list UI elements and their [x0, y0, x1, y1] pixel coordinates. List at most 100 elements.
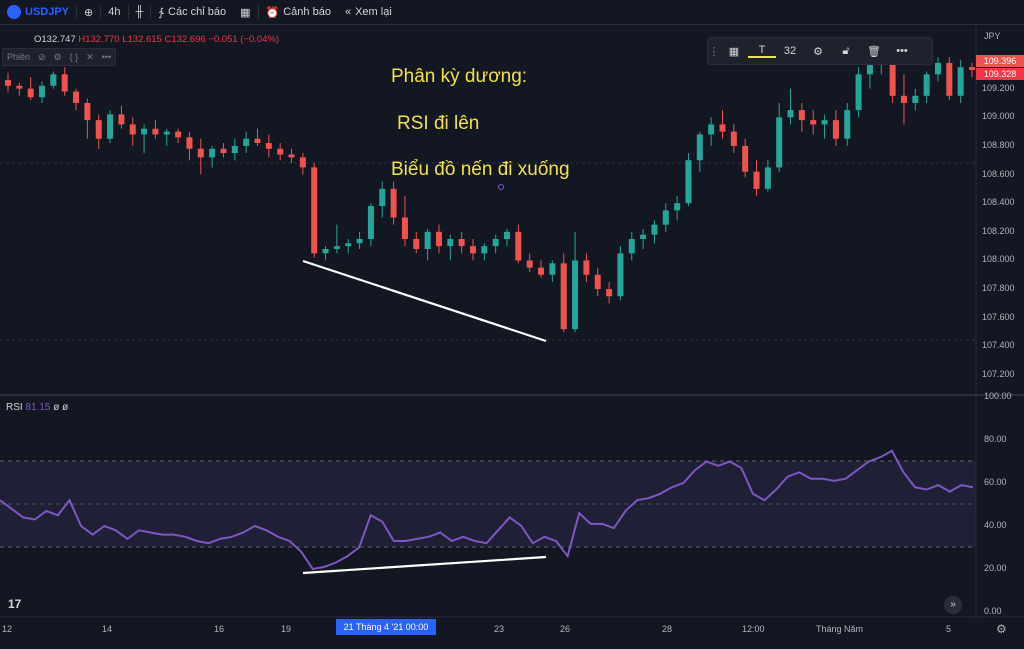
price-axis-label: 108.000 [982, 254, 1015, 265]
price-axis-label: 107.800 [982, 283, 1015, 294]
candle-body [27, 88, 34, 98]
candle-body [39, 85, 46, 98]
candle-body [492, 238, 499, 247]
cursor-date-label: 21 Tháng 4 '21 00:00 [336, 619, 436, 635]
candle-body [16, 85, 23, 89]
candle-body [606, 289, 613, 297]
candle [617, 246, 624, 301]
time-axis-label: 19 [281, 624, 292, 634]
timeframe-button[interactable]: 4h [101, 0, 127, 24]
candle-body [175, 131, 182, 138]
candle [186, 131, 193, 161]
candle [696, 131, 703, 172]
candle [640, 228, 647, 249]
price-trendline[interactable] [302, 259, 547, 343]
eye-off-icon[interactable]: ⊘ [38, 51, 46, 62]
candle-body [538, 267, 545, 275]
indicators-button[interactable]: ∱ Các chỉ báo [151, 0, 233, 24]
candle [435, 224, 442, 254]
settings-icon[interactable]: ⚙ [813, 45, 823, 58]
candle-body [651, 224, 658, 235]
candle-body [197, 148, 204, 158]
candle-body [742, 145, 749, 172]
rsi-legend: RSI 81.15 ø ø [6, 402, 68, 413]
lock-icon[interactable]: 🔓︎ [842, 44, 850, 57]
candle-body [504, 231, 511, 239]
candle [50, 71, 57, 89]
tradingview-logo-icon[interactable]: 17 [8, 597, 22, 611]
candle [39, 81, 46, 103]
candle [73, 88, 80, 111]
candle-body [549, 263, 556, 275]
candle-body [515, 231, 522, 261]
scroll-to-realtime-icon[interactable]: » [944, 596, 962, 614]
more-icon[interactable]: ••• [101, 52, 112, 62]
candle [821, 114, 828, 139]
rsi-line [0, 449, 974, 571]
candle-body [379, 188, 386, 207]
candle [810, 110, 817, 135]
candle [832, 110, 839, 146]
rsi-trendline[interactable] [302, 555, 547, 575]
annotation-rsi[interactable]: RSI đi lên [397, 113, 480, 134]
chart-type-button[interactable]: ╫ [129, 0, 151, 24]
font-size-button[interactable]: 32 [783, 45, 797, 57]
series-controls: Phiên ⊘ ⚙ { } ✕ ••• [2, 48, 117, 66]
candle-body [413, 238, 420, 249]
candle [900, 74, 907, 125]
legend-high: H132.770 [78, 34, 120, 45]
candle [481, 243, 488, 261]
candle [730, 124, 737, 154]
candle-body [311, 167, 318, 254]
candle-body [844, 110, 851, 139]
time-axis-label: Tháng Năm [816, 624, 864, 634]
candle [662, 203, 669, 232]
candle-body [946, 62, 953, 96]
annotation-price[interactable]: Biểu đồ nến đi xuống [391, 159, 570, 180]
template-icon[interactable]: ▦ [728, 45, 740, 58]
trash-icon[interactable]: 🗑︎ [867, 45, 881, 58]
settings-icon[interactable]: ⚙ [996, 622, 1007, 636]
legend-low: L132.615 [122, 34, 162, 45]
indicators-label: Các chỉ báo [168, 6, 227, 18]
candle [197, 138, 204, 175]
annotation-title[interactable]: Phân kỳ dương: [391, 66, 528, 87]
session-label: Phiên [7, 52, 31, 62]
legend-change: −0.051 (−0.04%) [208, 34, 280, 45]
drag-handle-icon[interactable]: ⋮ [708, 45, 720, 58]
compare-button[interactable]: ⊕ [77, 0, 100, 24]
code-icon[interactable]: { } [69, 52, 79, 62]
candle [469, 238, 476, 261]
symbol-search[interactable]: USDJPY [0, 0, 76, 24]
rsi-axis-label: 20.00 [984, 563, 1007, 573]
close-icon[interactable]: ✕ [86, 51, 94, 62]
more-icon[interactable]: ••• [896, 45, 908, 57]
candle-body [583, 260, 590, 275]
candles [5, 38, 975, 333]
candle [379, 181, 386, 218]
price-axis-label: 108.600 [982, 168, 1015, 179]
candle [742, 138, 749, 178]
candle-body [832, 120, 839, 139]
candle [424, 228, 431, 261]
alert-button[interactable]: ⏰ Cảnh báo [259, 0, 338, 24]
layout-button[interactable]: ▦ [233, 0, 257, 24]
time-axis-label: 12:00 [742, 624, 765, 634]
candle-body [141, 128, 148, 135]
price-axis-label: 107.200 [982, 369, 1015, 379]
settings-icon[interactable]: ⚙ [53, 51, 62, 62]
grid-icon: ▦ [240, 6, 251, 19]
candle-body [73, 91, 80, 103]
candle [118, 105, 125, 129]
alert-label: Cảnh báo [283, 6, 331, 18]
candle [254, 128, 261, 146]
replay-button[interactable]: « Xem lại [338, 0, 399, 24]
candle [95, 114, 102, 149]
candle-body [923, 74, 930, 96]
candle [277, 143, 284, 161]
text-color-icon[interactable]: T [748, 44, 776, 58]
candle [209, 145, 216, 168]
candle-body [299, 157, 306, 168]
candle [152, 120, 159, 139]
